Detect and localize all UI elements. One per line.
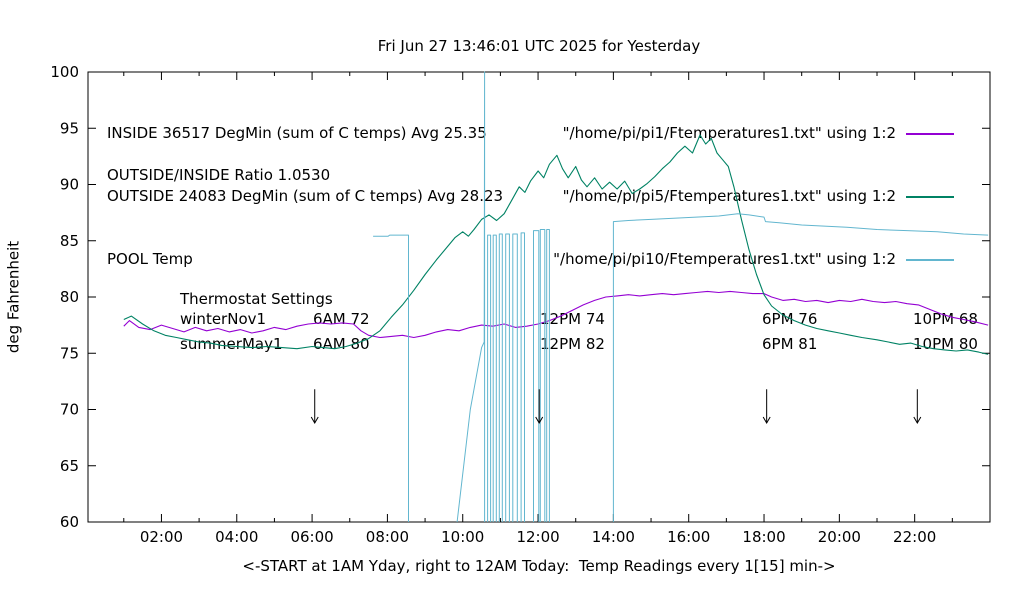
svg-text:100: 100	[50, 63, 79, 81]
svg-text:02:00: 02:00	[140, 528, 183, 546]
svg-text:06:00: 06:00	[290, 528, 333, 546]
summer-10pm-setting: 10PM 80	[913, 335, 978, 353]
winter-6pm-setting: 6PM 76	[762, 310, 818, 328]
svg-text:12:00: 12:00	[516, 528, 559, 546]
outside-line-sample-icon	[906, 195, 954, 198]
svg-text:65: 65	[60, 457, 79, 475]
inside-line-sample-icon	[906, 132, 954, 135]
legend-entry-inside: "/home/pi/pi1/Ftemperatures1.txt" using …	[553, 123, 954, 144]
winter-12pm-setting: 12PM 74	[540, 310, 605, 328]
pool-line-sample-icon	[906, 258, 954, 261]
svg-text:18:00: 18:00	[742, 528, 785, 546]
summer-schedule-name: summerMay1	[180, 335, 283, 353]
legend-pool-label: POOL Temp	[107, 250, 193, 268]
summer-12pm-setting: 12PM 82	[540, 335, 605, 353]
thermostat-settings-title: Thermostat Settings	[180, 290, 333, 308]
winter-10pm-setting: 10PM 68	[913, 310, 978, 328]
legend-entry-pool: "/home/pi/pi10/Ftemperatures1.txt" using…	[553, 249, 954, 270]
svg-text:85: 85	[60, 232, 79, 250]
svg-text:60: 60	[60, 513, 79, 531]
winter-6am-setting: 6AM 72	[313, 310, 370, 328]
svg-text:90: 90	[60, 176, 79, 194]
y-axis-label: deg Fahrenheit	[4, 240, 23, 354]
legend-entry-outside: "/home/pi/pi5/Ftemperatures1.txt" using …	[553, 186, 954, 207]
summer-6pm-setting: 6PM 81	[762, 335, 818, 353]
svg-text:10:00: 10:00	[441, 528, 484, 546]
svg-text:14:00: 14:00	[592, 528, 635, 546]
chart-title: Fri Jun 27 13:46:01 UTC 2025 for Yesterd…	[377, 37, 701, 55]
legend-inside-label: INSIDE 36517 DegMin (sum of C temps) Avg…	[107, 124, 487, 142]
svg-text:22:00: 22:00	[893, 528, 936, 546]
x-axis-label: <-START at 1AM Yday, right to 12AM Today…	[242, 557, 836, 575]
svg-text:04:00: 04:00	[215, 528, 258, 546]
pool-file-label: "/home/pi/pi10/Ftemperatures1.txt" using…	[553, 250, 896, 268]
legend-left: INSIDE 36517 DegMin (sum of C temps) Avg…	[107, 81, 503, 312]
svg-text:16:00: 16:00	[667, 528, 710, 546]
svg-text:20:00: 20:00	[818, 528, 861, 546]
svg-text:75: 75	[60, 344, 79, 362]
outside-inside-ratio-label: OUTSIDE/INSIDE Ratio 1.0530	[107, 166, 331, 184]
winter-schedule-name: winterNov1	[180, 310, 267, 328]
inside-file-label: "/home/pi/pi1/Ftemperatures1.txt" using …	[562, 124, 896, 142]
legend-right: "/home/pi/pi1/Ftemperatures1.txt" using …	[553, 81, 954, 312]
outside-file-label: "/home/pi/pi5/Ftemperatures1.txt" using …	[562, 187, 896, 205]
summer-6am-setting: 6AM 80	[313, 335, 370, 353]
svg-text:70: 70	[60, 401, 79, 419]
svg-text:08:00: 08:00	[366, 528, 409, 546]
svg-text:80: 80	[60, 288, 79, 306]
legend-outside-label: OUTSIDE 24083 DegMin (sum of C temps) Av…	[107, 187, 504, 205]
svg-text:95: 95	[60, 119, 79, 137]
